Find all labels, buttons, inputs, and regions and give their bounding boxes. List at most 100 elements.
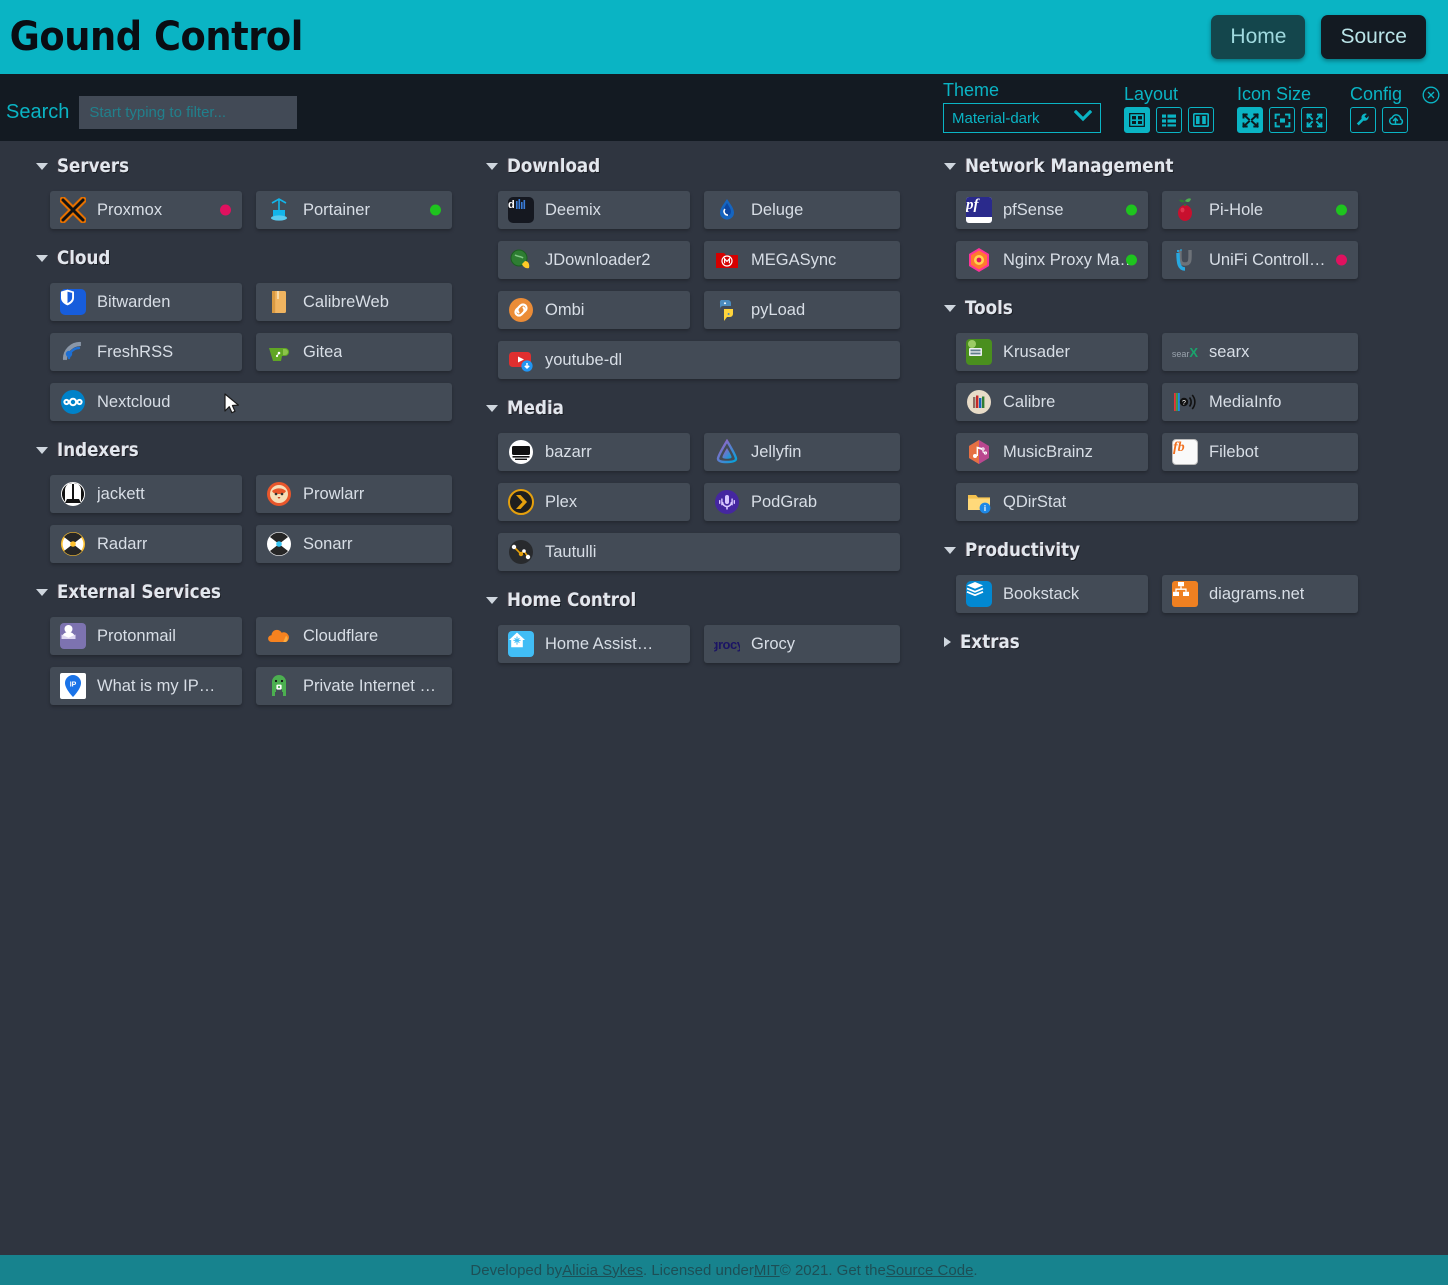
icon-size-small-icon[interactable] <box>1237 107 1263 133</box>
tiles-download: d Deemix Deluge JDownloader2 MEGASync Ombi pyL… <box>476 191 918 379</box>
tile-label: Prowlarr <box>303 484 365 503</box>
tile-gitea[interactable]: Gitea <box>256 333 452 371</box>
footer-license-link[interactable]: MIT <box>753 1261 780 1279</box>
tile-label: Tautulli <box>545 542 597 561</box>
layout-buttons <box>1124 107 1214 133</box>
tile-label: Cloudflare <box>303 626 379 645</box>
tile-pi-hole[interactable]: Pi-Hole <box>1162 191 1358 229</box>
tile-freshrss[interactable]: FreshRSS <box>50 333 242 371</box>
layout-default-icon[interactable] <box>1124 107 1150 133</box>
tile-bookstack[interactable]: Bookstack <box>956 575 1148 613</box>
tile-private-internet[interactable]: Private Internet … <box>256 667 452 705</box>
bookstack-icon <box>966 581 992 607</box>
tile-bazarr[interactable]: bazarr <box>498 433 690 471</box>
tile-calibreweb[interactable]: CalibreWeb <box>256 283 452 321</box>
tile-what-is-my-ip[interactable]: IP What is my IP… <box>50 667 242 705</box>
section-header-tools[interactable]: Tools <box>928 297 1370 319</box>
tile-plex[interactable]: Plex <box>498 483 690 521</box>
section-header-network-management[interactable]: Network Management <box>928 155 1370 177</box>
tile-jdownloader2[interactable]: JDownloader2 <box>498 241 690 279</box>
tile-label: Filebot <box>1209 442 1259 461</box>
section-title: Indexers <box>57 439 139 461</box>
cloud-upload-icon[interactable] <box>1382 107 1408 133</box>
tile-home-assist[interactable]: Home Assist… <box>498 625 690 663</box>
freshrss-icon <box>60 339 86 365</box>
tile-label: jackett <box>97 484 145 503</box>
close-icon[interactable] <box>1422 86 1440 104</box>
tile-mediainfo[interactable]: ? MediaInfo <box>1162 383 1358 421</box>
tile-protonmail[interactable]: Protonmail <box>50 617 242 655</box>
tile-diagrams-net[interactable]: diagrams.net <box>1162 575 1358 613</box>
tile-sonarr[interactable]: Sonarr <box>256 525 452 563</box>
section-header-cloud[interactable]: Cloud <box>24 247 466 269</box>
section-title: Cloud <box>57 247 111 269</box>
wrench-icon[interactable] <box>1350 107 1376 133</box>
tile-label: Calibre <box>1003 392 1056 411</box>
tile-nginx-proxy-ma[interactable]: Nginx Proxy Ma… <box>956 241 1148 279</box>
nav-source[interactable]: Source <box>1321 14 1426 60</box>
cloudflare-icon <box>266 623 292 649</box>
tile-tautulli[interactable]: Tautulli <box>498 533 900 571</box>
tile-nextcloud[interactable]: Nextcloud <box>50 383 452 421</box>
tile-grocy[interactable]: grocy Grocy <box>704 625 900 663</box>
theme-select[interactable]: Material-dark <box>943 103 1101 133</box>
tile-megasync[interactable]: MEGASync <box>704 241 900 279</box>
tile-pyload[interactable]: pyLoad <box>704 291 900 329</box>
section-title: Download <box>507 155 601 177</box>
icon-size-large-icon[interactable] <box>1301 107 1327 133</box>
tile-label: pfSense <box>1003 200 1064 219</box>
section-header-indexers[interactable]: Indexers <box>24 439 466 461</box>
chevron-right-icon <box>944 637 951 647</box>
chevron-down-icon <box>486 596 498 604</box>
nav-home[interactable]: Home <box>1211 14 1306 60</box>
tile-youtube-dl[interactable]: youtube-dl <box>498 341 900 379</box>
tile-calibre[interactable]: Calibre <box>956 383 1148 421</box>
section-header-productivity[interactable]: Productivity <box>928 539 1370 561</box>
tile-pfsense[interactable]: pf pfSense <box>956 191 1148 229</box>
layout-horizontal-icon[interactable] <box>1156 107 1182 133</box>
status-indicator-up <box>1126 254 1137 266</box>
section-header-download[interactable]: Download <box>476 155 918 177</box>
tile-filebot[interactable]: fb Filebot <box>1162 433 1358 471</box>
tile-label: Grocy <box>751 634 796 653</box>
section-title: Tools <box>965 297 1013 319</box>
ombi-icon <box>508 297 534 323</box>
chevron-down-icon <box>944 162 956 170</box>
icon-size-medium-icon[interactable] <box>1269 107 1295 133</box>
tile-bitwarden[interactable]: Bitwarden <box>50 283 242 321</box>
section-header-extras[interactable]: Extras <box>928 631 1370 653</box>
tile-cloudflare[interactable]: Cloudflare <box>256 617 452 655</box>
status-indicator-up <box>1336 204 1347 216</box>
layout-vertical-icon[interactable] <box>1188 107 1214 133</box>
footer-author-link[interactable]: Alicia Sykes <box>562 1261 643 1279</box>
search-input[interactable] <box>79 96 298 129</box>
tile-deemix[interactable]: d Deemix <box>498 191 690 229</box>
tile-searx[interactable]: sear X searx <box>1162 333 1358 371</box>
tile-proxmox[interactable]: Proxmox <box>50 191 242 229</box>
tile-prowlarr[interactable]: Prowlarr <box>256 475 452 513</box>
section-header-home-control[interactable]: Home Control <box>476 589 918 611</box>
tile-krusader[interactable]: Krusader <box>956 333 1148 371</box>
tile-deluge[interactable]: Deluge <box>704 191 900 229</box>
section-header-servers[interactable]: Servers <box>24 155 466 177</box>
tile-ombi[interactable]: Ombi <box>498 291 690 329</box>
tile-jackett[interactable]: jackett <box>50 475 242 513</box>
tile-unifi-controll[interactable]: UniFi Controll… <box>1162 241 1358 279</box>
tile-label: JDownloader2 <box>545 250 651 269</box>
tile-jellyfin[interactable]: Jellyfin <box>704 433 900 471</box>
tile-podgrab[interactable]: PodGrab <box>704 483 900 521</box>
section-header-external-services[interactable]: External Services <box>24 581 466 603</box>
section-header-media[interactable]: Media <box>476 397 918 419</box>
gitea-icon <box>266 339 292 365</box>
jdownloader-icon <box>508 247 534 273</box>
tile-portainer[interactable]: Portainer <box>256 191 452 229</box>
tile-radarr[interactable]: Radarr <box>50 525 242 563</box>
tile-qdirstat[interactable]: i QDirStat <box>956 483 1358 521</box>
footer-source-link[interactable]: Source Code <box>885 1261 974 1279</box>
tile-musicbrainz[interactable]: MusicBrainz <box>956 433 1148 471</box>
section-indexers: Indexers jackett Prowlarr Radarr Sonarr <box>24 433 466 575</box>
tile-label: Radarr <box>97 534 148 553</box>
diagrams-net-icon <box>1172 581 1198 607</box>
tiles-external-services: Protonmail Cloudflare IP What is my IP… Priv… <box>24 617 466 705</box>
tiles-cloud: Bitwarden CalibreWeb FreshRSS Gitea Nextclou… <box>24 283 466 421</box>
